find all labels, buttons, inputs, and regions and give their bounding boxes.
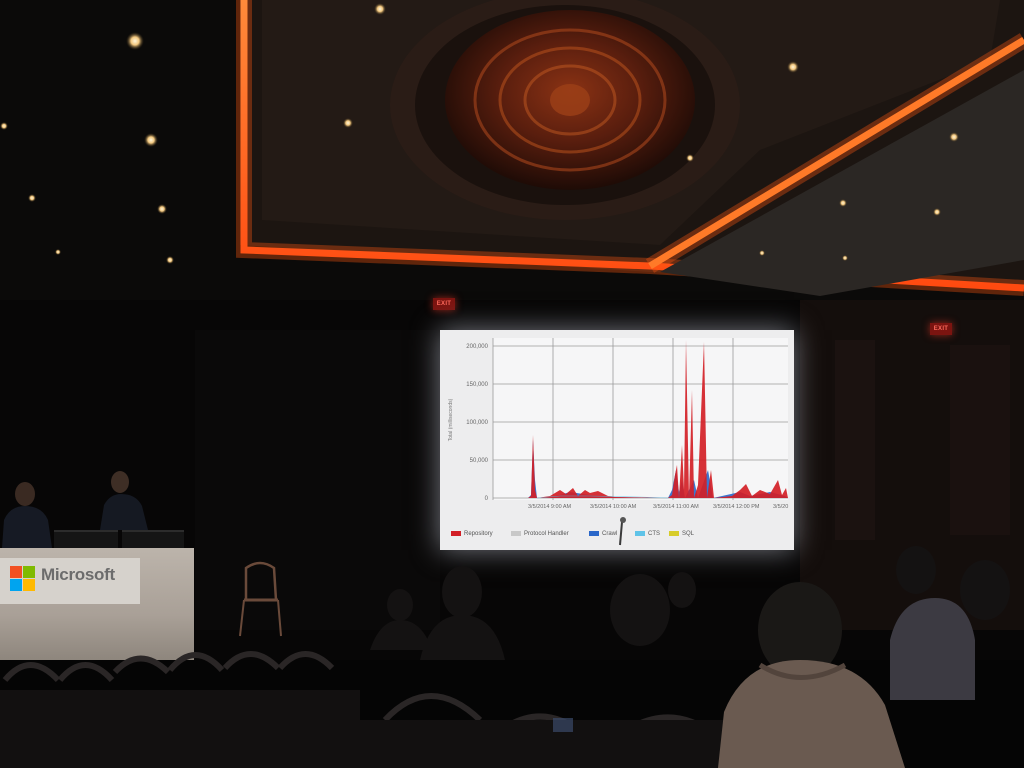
legend-swatch bbox=[589, 530, 599, 536]
legend-swatch bbox=[669, 530, 679, 536]
y-tick: 200,000 bbox=[466, 344, 488, 350]
laptop bbox=[54, 530, 118, 552]
x-tick: 3/5/2014 10:00 AM bbox=[590, 504, 637, 510]
slide-chart: Total (milliseconds) 200,000 150,000 100… bbox=[440, 330, 794, 550]
vertical-gridlines bbox=[492, 338, 734, 500]
legend-swatch bbox=[451, 530, 461, 536]
legend-item-cts: CTS bbox=[635, 529, 660, 539]
series-cts-outline bbox=[536, 495, 669, 499]
exit-sign-right: EXIT bbox=[930, 323, 952, 335]
legend-item-protocol-handler: Protocol Handler bbox=[511, 529, 569, 539]
microsoft-logo-icon bbox=[10, 566, 36, 592]
presenter-body bbox=[2, 506, 52, 548]
exit-sign-left: EXIT bbox=[433, 298, 455, 310]
y-tick: 150,000 bbox=[466, 382, 488, 388]
legend-label: Repository bbox=[464, 531, 493, 537]
legend-swatch bbox=[635, 530, 645, 536]
presenter-head bbox=[15, 482, 35, 506]
y-tick: 50,000 bbox=[470, 458, 489, 464]
x-tick: 3/5/2014 11:00 AM bbox=[653, 504, 699, 510]
legend-label: Crawl bbox=[602, 531, 618, 537]
presenter-head bbox=[111, 471, 129, 493]
laptop bbox=[122, 530, 184, 552]
x-tick: 3/5/2014 9:00 AM bbox=[528, 504, 572, 510]
legend-label: Protocol Handler bbox=[524, 531, 569, 537]
presenter-body bbox=[100, 494, 148, 530]
y-axis-label: Total (milliseconds) bbox=[448, 398, 454, 441]
legend-item-crawl: Crawl bbox=[589, 529, 617, 539]
legend-swatch bbox=[511, 530, 521, 536]
legend-item-repository: Repository bbox=[451, 529, 493, 539]
x-tick: 3/5/2014 12:00 PM bbox=[713, 504, 760, 510]
stage-chair bbox=[244, 561, 278, 602]
legend-label: CTS bbox=[648, 531, 660, 537]
chart-legend: Repository Protocol Handler Crawl CTS SQ… bbox=[449, 529, 789, 541]
podium-brand-text: Microsoft bbox=[41, 565, 115, 584]
projection-screen: Total (milliseconds) 200,000 150,000 100… bbox=[440, 330, 794, 550]
y-tick: 100,000 bbox=[466, 420, 488, 426]
y-tick: 0 bbox=[485, 496, 489, 502]
x-tick: 3/5/20 bbox=[773, 504, 788, 510]
legend-label: SQL bbox=[682, 531, 695, 537]
microphone-stand bbox=[619, 521, 623, 546]
microphone-icon bbox=[620, 517, 626, 523]
legend-item-sql: SQL bbox=[669, 529, 694, 539]
